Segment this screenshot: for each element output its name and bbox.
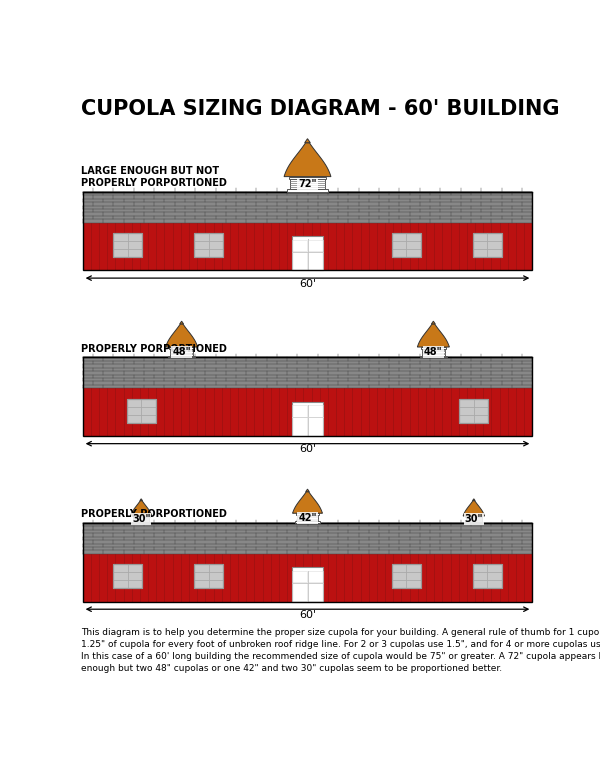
Bar <box>133 516 150 517</box>
Text: PROPERLY PORPORTIONED: PROPERLY PORPORTIONED <box>81 509 227 519</box>
Bar <box>392 564 421 588</box>
Bar <box>83 523 532 601</box>
Bar <box>290 179 325 189</box>
Bar <box>292 417 307 436</box>
Bar <box>296 514 319 515</box>
Bar <box>83 388 532 436</box>
Bar <box>392 564 421 588</box>
Bar <box>289 176 326 179</box>
Bar <box>459 399 488 423</box>
Bar <box>194 564 223 588</box>
Text: 48": 48" <box>424 347 443 357</box>
Bar <box>113 564 142 588</box>
Bar <box>113 564 142 588</box>
Bar <box>127 399 156 423</box>
Bar <box>169 347 194 349</box>
Bar <box>308 252 323 270</box>
Bar <box>308 417 323 436</box>
Polygon shape <box>131 501 152 516</box>
Bar <box>308 405 323 416</box>
Bar <box>292 252 307 270</box>
Bar <box>392 233 421 257</box>
Bar <box>194 233 223 257</box>
Bar <box>292 571 307 583</box>
Polygon shape <box>293 492 322 514</box>
Bar <box>465 516 482 517</box>
Bar <box>466 517 482 521</box>
Polygon shape <box>140 499 142 501</box>
Bar <box>127 399 156 423</box>
Text: CUPOLA SIZING DIAGRAM - 60' BUILDING: CUPOLA SIZING DIAGRAM - 60' BUILDING <box>81 99 560 118</box>
Bar <box>473 564 502 588</box>
Bar <box>83 223 532 270</box>
Polygon shape <box>418 324 449 347</box>
Bar <box>473 233 502 257</box>
Bar <box>292 236 323 270</box>
Text: This diagram is to help you determine the proper size cupola for your building. : This diagram is to help you determine th… <box>81 629 600 673</box>
Text: 48": 48" <box>172 347 191 357</box>
Bar <box>308 571 323 583</box>
Text: 30": 30" <box>464 514 483 524</box>
Bar <box>308 583 323 601</box>
Text: 60': 60' <box>299 279 316 289</box>
Bar <box>292 583 307 601</box>
Bar <box>421 347 446 349</box>
Text: 60': 60' <box>299 610 316 620</box>
Bar <box>292 567 323 601</box>
Bar <box>113 233 142 257</box>
Bar <box>473 233 502 257</box>
Bar <box>459 399 488 423</box>
Bar <box>194 564 223 588</box>
Text: LARGE ENOUGH BUT NOT
PROPERLY PORPORTIONED: LARGE ENOUGH BUT NOT PROPERLY PORPORTION… <box>81 165 227 188</box>
Polygon shape <box>463 501 484 516</box>
Polygon shape <box>180 321 184 324</box>
Bar <box>83 192 532 223</box>
Bar <box>168 356 196 358</box>
Bar <box>392 233 421 257</box>
Bar <box>292 401 323 436</box>
Bar <box>287 189 328 192</box>
Polygon shape <box>284 143 331 176</box>
Bar <box>132 521 151 523</box>
Polygon shape <box>473 499 475 501</box>
Bar <box>308 240 323 251</box>
Bar <box>419 356 447 358</box>
Bar <box>292 405 307 416</box>
Polygon shape <box>166 324 197 347</box>
Text: PROPERLY PORPORTIONED: PROPERLY PORPORTIONED <box>81 343 227 354</box>
Polygon shape <box>306 489 309 492</box>
Text: 60': 60' <box>299 445 316 455</box>
Bar <box>292 240 307 251</box>
Bar <box>473 564 502 588</box>
Bar <box>133 517 149 521</box>
Text: 42": 42" <box>298 513 317 523</box>
Polygon shape <box>431 321 435 324</box>
Bar <box>83 358 532 388</box>
Bar <box>170 349 193 356</box>
Bar <box>83 192 532 270</box>
Bar <box>464 521 483 523</box>
Bar <box>83 523 532 554</box>
Bar <box>83 358 532 436</box>
Bar <box>295 521 320 523</box>
Bar <box>296 515 319 521</box>
Bar <box>422 349 445 356</box>
Polygon shape <box>305 139 310 143</box>
Text: 30": 30" <box>132 514 151 524</box>
Bar <box>83 554 532 601</box>
Bar <box>194 233 223 257</box>
Text: 72": 72" <box>298 179 317 189</box>
Bar <box>113 233 142 257</box>
